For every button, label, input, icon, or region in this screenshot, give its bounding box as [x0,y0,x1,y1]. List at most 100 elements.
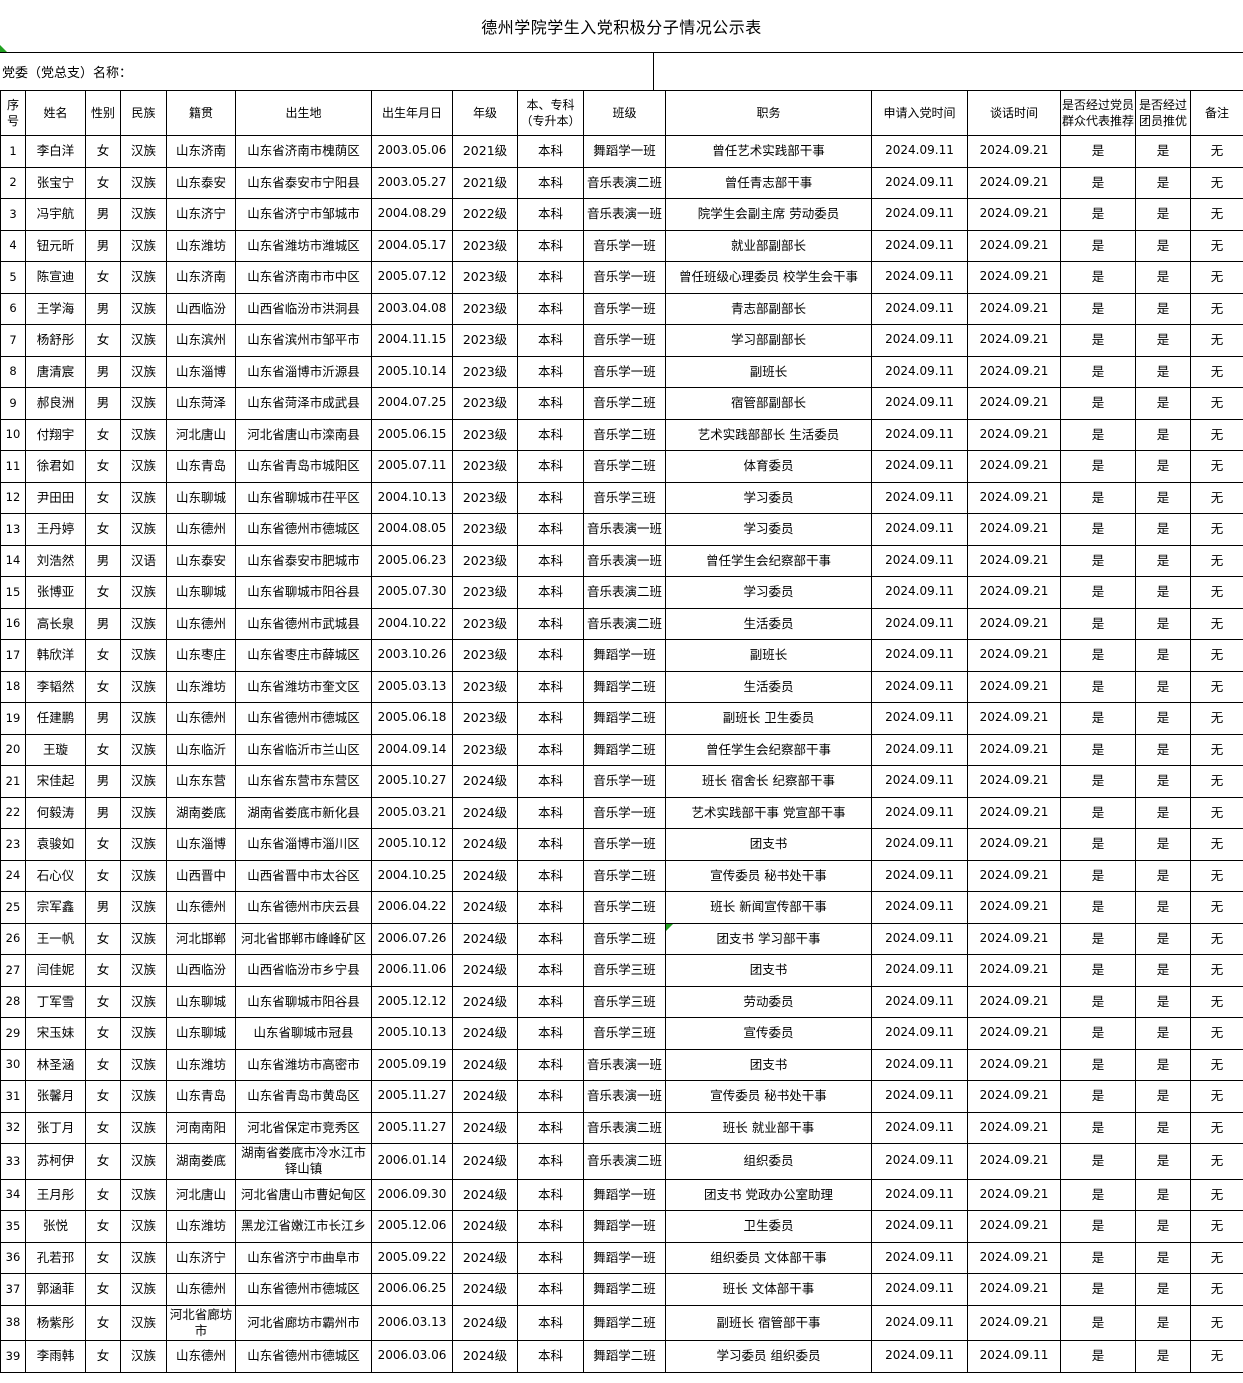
cell-class: 舞蹈学一班 [583,1210,666,1243]
cell-native-place: 山东潍坊 [166,670,236,703]
cell-name: 杨紫彤 [25,1304,86,1341]
cell-talk-date: 2024.09.21 [967,513,1061,546]
cell-remark: 无 [1190,1340,1243,1373]
cell-native-place: 山东德州 [166,702,236,735]
cell-class: 舞蹈学一班 [583,1241,666,1274]
table-row: 28 丁军雪女汉族 山东聊城 山东省聊城市阳谷县 2005.12.12 2024级 本科 音乐… [0,985,1243,1018]
cell-class: 音乐表演一班 [583,1080,666,1113]
cell-ethnicity: 汉族 [120,418,167,451]
cell-apply-date: 2024.09.11 [871,733,968,766]
cell-birth-date: 2004.10.22 [371,607,453,640]
cell-grade: 2023级 [452,355,518,388]
cell-class: 音乐学一班 [583,355,666,388]
cell-grade: 2024级 [452,765,518,798]
cell-ethnicity: 汉族 [120,1304,167,1341]
cell-native-place: 河北邯郸 [166,922,236,955]
cell-league-recommend: 是 [1135,576,1191,609]
cell-talk-date: 2024.09.21 [967,954,1061,987]
cell-name: 王月彤 [25,1178,86,1211]
cell-birthplace: 山东省德州市德城区 [235,1340,372,1373]
cell-apply-date: 2024.09.11 [871,1048,968,1081]
cell-ethnicity: 汉族 [120,261,167,294]
table-row: 36 孔若邘女汉族 山东济宁 山东省济宁市曲阜市 2005.09.22 2024级 本科 舞蹈… [0,1241,1243,1274]
cell-class: 音乐学二班 [583,418,666,451]
cell-name: 钮元昕 [25,229,86,262]
cell-apply-date: 2024.09.11 [871,891,968,924]
cell-position: 副班长 [665,639,872,672]
cell-gender: 男 [85,702,121,735]
cell-position: 宣传委员 [665,1017,872,1050]
cell-league-recommend: 是 [1135,670,1191,703]
cell-ethnicity: 汉族 [120,607,167,640]
cell-member-recommend: 是 [1060,1080,1136,1113]
cell-grade: 2023级 [452,387,518,420]
party-committee-label: 党委（党总支）名称： [2,66,133,81]
cell-grade: 2024级 [452,1241,518,1274]
cell-remark: 无 [1190,702,1243,735]
cell-class: 音乐学二班 [583,922,666,955]
cell-index: 30 [0,1048,26,1081]
cell-birthplace: 山西省临汾市乡宁县 [235,954,372,987]
cell-native-place: 山东德州 [166,607,236,640]
cell-degree: 本科 [517,985,584,1018]
cell-index: 35 [0,1210,26,1243]
cell-birth-date: 2005.10.13 [371,1017,453,1050]
cell-index: 14 [0,544,26,577]
column-header-remark: 备注 [1190,90,1243,136]
cell-apply-date: 2024.09.11 [871,387,968,420]
cell-remark: 无 [1190,1080,1243,1113]
cell-gender: 女 [85,922,121,955]
cell-position: 副班长 宿管部干事 [665,1304,872,1341]
cell-grade: 2023级 [452,544,518,577]
cell-degree: 本科 [517,544,584,577]
cell-birth-date: 2005.11.27 [371,1111,453,1144]
cell-birthplace: 山东省临沂市兰山区 [235,733,372,766]
cell-birth-date: 2003.10.26 [371,639,453,672]
cell-member-recommend: 是 [1060,198,1136,231]
cell-index: 10 [0,418,26,451]
cell-gender: 女 [85,481,121,514]
cell-member-recommend: 是 [1060,859,1136,892]
cell-index: 19 [0,702,26,735]
cell-index: 22 [0,796,26,829]
cell-birthplace: 湖南省娄底市冷水江市铎山镇 [235,1143,372,1180]
cell-native-place: 山东泰安 [166,166,236,199]
cell-ethnicity: 汉族 [120,922,167,955]
cell-grade: 2021级 [452,135,518,168]
cell-talk-date: 2024.09.21 [967,1241,1061,1274]
cell-apply-date: 2024.09.11 [871,292,968,325]
table-row: 1 李白洋女汉族 山东济南 山东省济南市槐荫区 2003.05.06 2021级 本科 舞蹈学… [0,135,1243,168]
cell-class: 音乐表演二班 [583,576,666,609]
preheader-cell-divider [653,53,654,90]
cell-native-place: 山东东营 [166,765,236,798]
cell-gender: 男 [85,796,121,829]
cell-grade: 2023级 [452,292,518,325]
column-header-grade: 年级 [452,90,518,136]
cell-position: 艺术实践部部长 生活委员 [665,418,872,451]
column-header-native-place: 籍贯 [166,90,236,136]
cell-name: 王一帆 [25,922,86,955]
cell-birth-date: 2005.11.27 [371,1080,453,1113]
cell-ethnicity: 汉族 [120,576,167,609]
cell-index: 27 [0,954,26,987]
cell-class: 音乐学二班 [583,859,666,892]
cell-grade: 2024级 [452,796,518,829]
table-row: 38 杨紫彤女汉族 河北省廊坊市 河北省廊坊市霸州市 2006.03.13 2024级 本科… [0,1304,1243,1341]
column-header-birth-date: 出生年月日 [371,90,453,136]
cell-talk-date: 2024.09.21 [967,166,1061,199]
cell-talk-date: 2024.09.21 [967,387,1061,420]
cell-league-recommend: 是 [1135,135,1191,168]
cell-position: 曾任学生会纪察部干事 [665,544,872,577]
cell-degree: 本科 [517,481,584,514]
cell-gender: 女 [85,1111,121,1144]
cell-gender: 女 [85,954,121,987]
cell-member-recommend: 是 [1060,1241,1136,1274]
cell-talk-date: 2024.09.21 [967,355,1061,388]
cell-birthplace: 山东省聊城市冠县 [235,1017,372,1050]
cell-class: 音乐表演一班 [583,1048,666,1081]
cell-grade: 2024级 [452,1340,518,1373]
cell-talk-date: 2024.09.21 [967,607,1061,640]
table-row: 8 唐清宸男汉族 山东淄博 山东省淄博市沂源县 2005.10.14 2023级 本科 音乐学… [0,355,1243,388]
cell-position: 艺术实践部干事 党宣部干事 [665,796,872,829]
cell-native-place: 湖南娄底 [166,796,236,829]
